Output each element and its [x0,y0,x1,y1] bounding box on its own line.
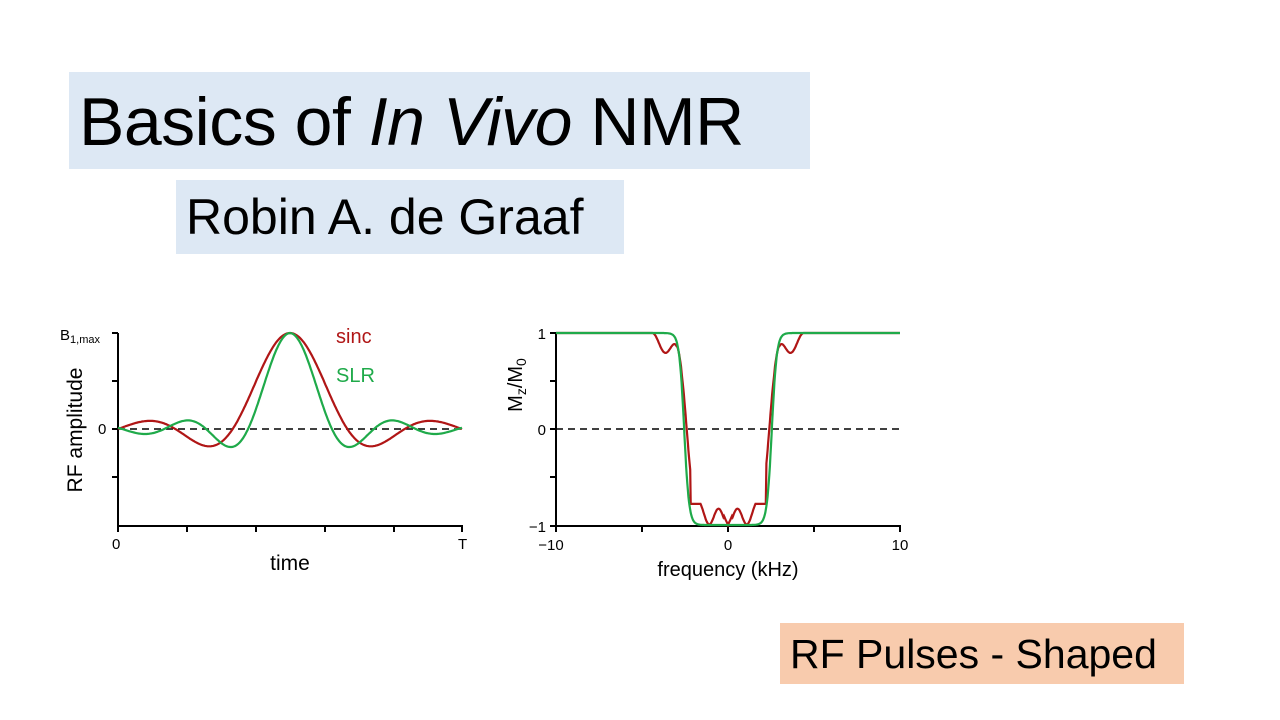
x-zero-label: 0 [112,536,120,553]
x-max-label: 10 [892,537,909,554]
x-axis-label: frequency (kHz) [657,559,798,581]
legend-sinc: sinc [336,326,372,348]
author-banner: Robin A. de Graaf [176,180,624,254]
x-end-label: T [458,536,467,553]
legend-slr: SLR [336,365,375,387]
y-axis-label: RF amplitude [64,368,87,493]
topic-label: RF Pulses - Shaped [790,631,1157,677]
author-name: Robin A. de Graaf [186,189,584,245]
y-zero-label: 0 [538,422,546,439]
rf-amplitude-chart: B1,max 0 0 T time RF amplitude sinc SLR [60,326,467,575]
slide-title: Basics of In Vivo NMR [79,84,744,160]
y-minus-one-label: −1 [529,519,546,536]
y-one-label: 1 [538,326,546,343]
y-axis-label: Mz/M0 [505,358,529,412]
topic-banner: RF Pulses - Shaped [780,623,1184,684]
frequency-profile-chart: 1 0 −1 −10 0 10 frequency (kHz) Mz/M0 [505,326,908,581]
y-zero-label: 0 [98,421,106,438]
y-max-label: B1,max [60,327,100,346]
slr-curve [117,331,463,449]
x-zero-label: 0 [724,537,732,554]
title-banner: Basics of In Vivo NMR [69,72,810,169]
x-axis-label: time [270,552,310,575]
x-min-label: −10 [538,537,563,554]
slr-frequency-curve [556,331,900,527]
